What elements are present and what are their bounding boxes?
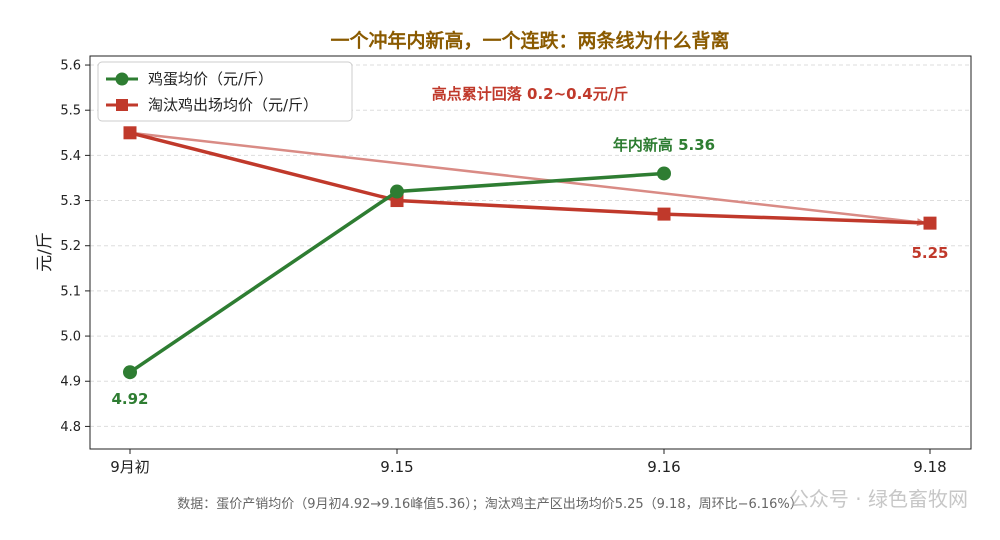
legend: 鸡蛋均价（元/斤） 淘汰鸡出场均价（元/斤） [97, 61, 353, 122]
annotation-drop: 高点累计回落 0.2~0.4元/斤 [432, 85, 628, 103]
data-point [657, 166, 671, 181]
y-tick-label: 5.2 [60, 239, 81, 254]
x-tick-label: 9.15 [380, 458, 413, 476]
annotation-high: 年内新高 5.36 [613, 136, 715, 154]
legend-box [97, 61, 353, 122]
legend-label-egg: 鸡蛋均价（元/斤） [148, 70, 273, 88]
footer-note: 数据：蛋价产销均价（9月初4.92→9.16峰值5.36）；淘汰鸡主产区出场均价… [177, 496, 803, 512]
legend-marker-hen [116, 99, 128, 111]
data-point [390, 184, 404, 199]
y-tick-label: 5.0 [60, 330, 81, 345]
x-axis: 9月初 9.15 9.16 9.18 [110, 449, 947, 476]
y-tick-label: 4.8 [60, 420, 81, 435]
y-tick-label: 5.3 [60, 194, 81, 209]
data-point [123, 365, 137, 380]
y-tick-label: 5.5 [60, 104, 81, 119]
annotation-end-hen: 5.25 [911, 244, 948, 262]
data-point [123, 126, 137, 140]
y-axis-label: 元/斤 [35, 232, 55, 272]
x-tick-label: 9.18 [913, 458, 946, 476]
y-tick-label: 5.6 [60, 59, 81, 74]
trend-arrow [129, 131, 927, 227]
plot-frame [89, 55, 972, 450]
x-tick-label: 9月初 [110, 458, 150, 476]
x-tick-label: 9.16 [647, 458, 680, 476]
series-layer [123, 126, 937, 380]
series-line-1 [129, 131, 931, 225]
y-tick-label: 4.9 [60, 375, 81, 390]
legend-label-hen: 淘汰鸡出场均价（元/斤） [148, 96, 318, 114]
legend-marker-egg [115, 72, 129, 86]
watermark: 公众号 · 绿色畜牧网 [789, 487, 968, 511]
annotation-start-egg: 4.92 [111, 390, 148, 408]
data-point [657, 207, 671, 221]
data-point [923, 216, 937, 230]
y-axis: 4.8 4.9 5.0 5.1 5.2 5.3 5.4 5.5 5.6 [60, 59, 90, 435]
chart-title: 一个冲年内新高，一个连跌：两条线为什么背离 [330, 29, 729, 52]
y-tick-label: 5.1 [60, 284, 81, 299]
y-tick-label: 5.4 [60, 149, 81, 164]
